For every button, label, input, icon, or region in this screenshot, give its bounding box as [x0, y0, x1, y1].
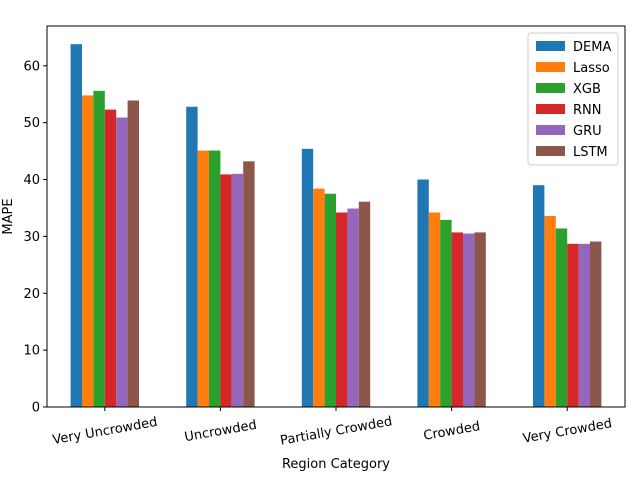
legend: DEMA Lasso XGB RNN GRU LSTM	[527, 32, 619, 166]
legend-swatch-lasso	[536, 62, 565, 72]
y-tick-label: 50	[23, 116, 40, 131]
bar-lstm-4	[590, 241, 602, 407]
bar-dema-3	[417, 179, 429, 407]
bar-lasso-3	[428, 212, 441, 407]
bar-xgb-0	[93, 90, 105, 407]
legend-swatch-gru	[536, 125, 565, 135]
bar-xgb-1	[209, 150, 221, 408]
bar-gru-4	[578, 243, 590, 407]
legend-swatch-rnn	[536, 104, 565, 114]
bar-lasso-2	[313, 188, 325, 407]
x-axis-label: Region Category	[282, 457, 390, 472]
x-axis-ticks: Very Uncrowded Uncrowded Partially Crowded…	[52, 407, 614, 449]
legend-label-xgb: XGB	[573, 82, 601, 97]
bar-rnn-0	[104, 109, 117, 407]
y-tick-label: 20	[23, 287, 40, 302]
bar-dema-0	[70, 44, 82, 407]
legend-label-lasso: Lasso	[573, 61, 610, 76]
bar-gru-0	[116, 117, 128, 408]
bar-lasso-1	[197, 150, 209, 408]
y-axis-label: MAPE	[1, 198, 16, 234]
legend-swatch-dema	[536, 41, 565, 51]
x-tick-label: Uncrowded	[183, 418, 258, 445]
bar-dema-4	[533, 185, 545, 407]
bar-lstm-1	[243, 161, 255, 407]
x-tick-label: Very Uncrowded	[52, 415, 159, 448]
bar-rnn-1	[220, 174, 232, 407]
bar-lstm-0	[127, 100, 139, 408]
y-axis-ticks: 0 10 20 30 40 50 60	[23, 59, 47, 416]
bars-group	[70, 44, 602, 408]
legend-swatch-lstm	[536, 146, 565, 156]
bar-rnn-3	[451, 232, 463, 407]
bar-xgb-2	[324, 193, 336, 407]
bar-lasso-0	[82, 95, 94, 407]
x-tick-label: Very Crowded	[522, 416, 614, 446]
legend-label-dema: DEMA	[573, 40, 611, 55]
bar-lasso-4	[544, 215, 556, 407]
x-tick-label: Partially Crowded	[279, 414, 393, 448]
plot-frame	[46, 25, 626, 408]
y-tick-label: 0	[32, 401, 40, 416]
bar-dema-1	[186, 106, 198, 407]
y-tick-label: 60	[23, 59, 40, 74]
bar-dema-2	[301, 148, 314, 407]
legend-label-lstm: LSTM	[573, 145, 608, 160]
legend-label-gru: GRU	[573, 124, 602, 139]
x-tick-label: Crowded	[422, 419, 481, 444]
y-tick-label: 30	[23, 230, 40, 245]
bar-gru-1	[231, 173, 244, 407]
bar-gru-2	[347, 208, 359, 407]
y-tick-label: 40	[23, 173, 40, 188]
bar-xgb-3	[440, 219, 452, 407]
bar-rnn-2	[336, 212, 348, 407]
bar-rnn-4	[567, 243, 579, 407]
bar-lstm-2	[358, 201, 371, 407]
bar-gru-3	[463, 233, 475, 407]
bar-xgb-4	[555, 228, 568, 407]
bar-lstm-3	[474, 232, 486, 407]
legend-label-rnn: RNN	[573, 103, 601, 118]
y-tick-label: 10	[23, 344, 40, 359]
legend-swatch-xgb	[536, 83, 565, 93]
